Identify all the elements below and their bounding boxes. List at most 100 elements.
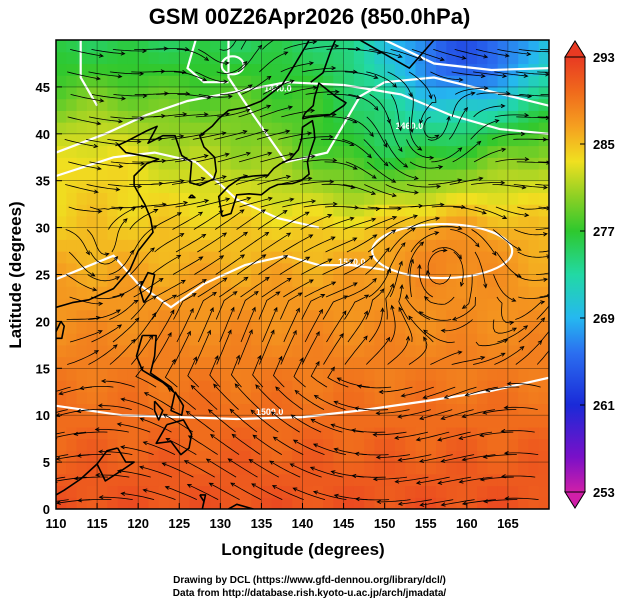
streamline <box>346 234 377 253</box>
streamline <box>117 470 151 478</box>
streamline <box>385 215 418 230</box>
y-tick-label: 20 <box>36 314 50 329</box>
streamline-arrow <box>164 485 170 490</box>
streamline <box>410 204 444 208</box>
streamline-arrow <box>292 439 298 444</box>
streamline <box>209 355 221 388</box>
streamline-arrow <box>500 180 506 185</box>
height-contour <box>371 222 514 280</box>
streamline <box>438 431 471 441</box>
streamline <box>256 130 290 140</box>
streamline <box>323 116 357 124</box>
streamline-arrow <box>189 307 194 313</box>
streamline-arrow <box>286 277 292 282</box>
streamline <box>259 330 275 365</box>
streamline <box>347 278 377 298</box>
streamline <box>473 71 507 77</box>
streamline <box>408 315 434 343</box>
streamline <box>99 451 133 455</box>
streamline <box>252 355 264 388</box>
streamline-arrow <box>502 73 508 79</box>
streamline-arrow <box>116 422 122 427</box>
streamline <box>240 40 247 50</box>
streamline <box>364 216 397 230</box>
streamline <box>139 466 173 478</box>
streamline <box>321 217 354 230</box>
streamline-arrow <box>418 311 424 316</box>
streamline <box>325 282 358 298</box>
streamline-arrow <box>137 184 143 189</box>
streamline-arrow <box>98 495 104 500</box>
streamline-arrow <box>305 256 311 261</box>
streamline <box>235 175 269 185</box>
streamline <box>56 476 66 480</box>
streamline-arrow <box>372 277 377 283</box>
streamline-arrow <box>230 306 235 312</box>
streamline-arrow <box>311 199 317 204</box>
streamline-arrow <box>294 389 300 395</box>
streamline-arrow <box>183 200 189 206</box>
streamline-arrow <box>205 458 211 463</box>
streamline-arrow <box>235 354 240 360</box>
streamline-arrow <box>118 164 124 169</box>
streamline <box>401 386 434 397</box>
streamline-arrow <box>351 473 357 479</box>
streamline-arrow <box>309 61 315 66</box>
streamline-arrow <box>458 479 464 484</box>
streamline-arrow <box>349 259 355 264</box>
height-contour <box>79 40 99 107</box>
streamline <box>342 139 372 158</box>
streamline <box>419 94 437 124</box>
streamline <box>174 155 208 163</box>
streamline-arrow <box>32 437 36 440</box>
streamline <box>269 460 301 478</box>
streamline-arrow <box>181 69 187 75</box>
streamline-arrow <box>476 140 482 146</box>
streamline <box>86 229 109 256</box>
streamline-arrow <box>187 435 193 440</box>
streamline <box>197 277 227 298</box>
streamline <box>385 283 394 320</box>
streamline <box>218 276 248 298</box>
streamline <box>135 366 157 388</box>
streamline <box>152 332 172 365</box>
streamline <box>452 141 481 163</box>
streamline-arrow <box>506 381 512 386</box>
streamline <box>65 184 98 193</box>
streamline <box>109 71 144 75</box>
streamline <box>74 431 108 435</box>
streamline <box>56 476 87 482</box>
streamline-arrow <box>478 176 484 181</box>
streamline <box>535 227 549 230</box>
streamline-arrow <box>526 51 532 57</box>
streamline <box>284 87 317 95</box>
streamline <box>109 300 139 320</box>
streamline-arrow <box>208 482 214 487</box>
streamline-arrow <box>429 155 435 160</box>
streamline <box>390 305 396 343</box>
streamline <box>369 49 402 58</box>
streamline-arrow <box>332 158 338 163</box>
coastline <box>188 194 196 199</box>
streamline-arrow <box>542 232 548 237</box>
streamline <box>471 182 505 185</box>
streamline <box>171 133 205 140</box>
streamline <box>108 250 134 275</box>
streamline <box>261 277 292 298</box>
streamline <box>453 206 487 214</box>
streamline-arrow <box>267 196 273 201</box>
streamline-arrow <box>523 325 529 330</box>
streamline-arrow <box>139 417 145 422</box>
streamline <box>459 431 493 440</box>
streamline-arrow <box>397 457 403 462</box>
streamline-arrow <box>312 443 318 448</box>
streamline-arrow <box>310 108 316 113</box>
streamline <box>304 281 336 298</box>
streamline-arrow <box>185 410 191 416</box>
streamline <box>377 499 411 503</box>
streamline <box>257 210 288 230</box>
streamline <box>187 484 219 500</box>
streamline-arrow <box>500 103 506 109</box>
streamline-arrow <box>97 209 103 214</box>
